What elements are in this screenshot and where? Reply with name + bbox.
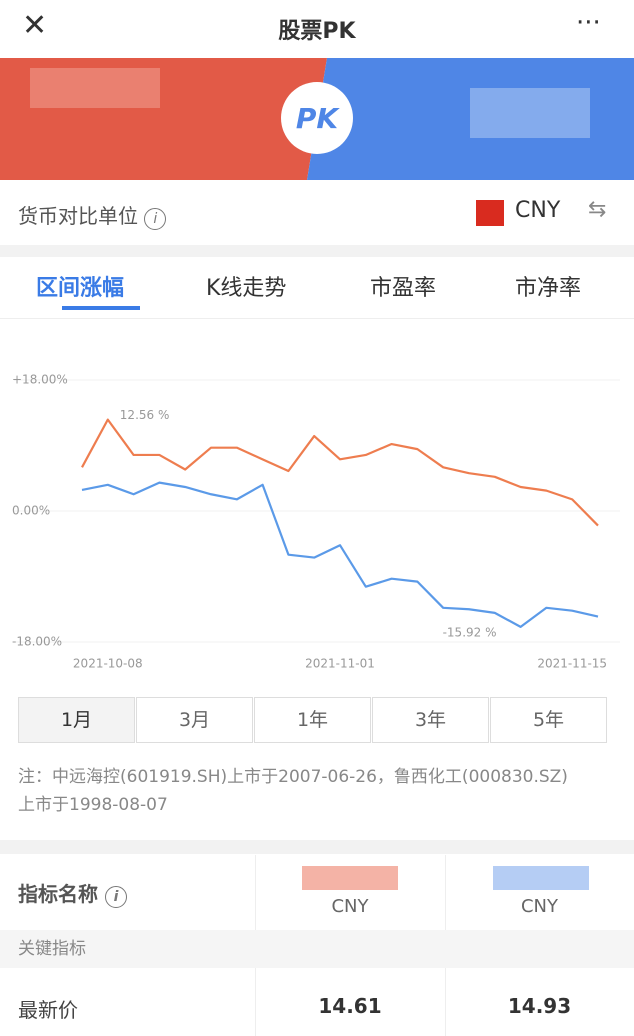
series-line xyxy=(81,481,599,628)
note: 注：中远海控(601919.SH)上市于2007-06-26，鲁西化工(0008… xyxy=(18,767,568,815)
pk-badge: PK xyxy=(296,102,341,135)
tab[interactable]: 区间涨幅 xyxy=(36,276,125,301)
banner: PK xyxy=(0,58,634,180)
period-button[interactable]: 3年 xyxy=(372,697,489,743)
data-label: 12.56 % xyxy=(120,408,170,422)
header-cell: CNY xyxy=(520,896,559,917)
tab[interactable]: K线走势 xyxy=(206,276,287,301)
y-tick-label: -18.00% xyxy=(12,635,62,649)
currency-label: 货币对比单位 i xyxy=(18,200,167,230)
close-button[interactable]: ✕ xyxy=(22,8,48,43)
x-tick-label: 2021-11-15 xyxy=(537,657,607,671)
period-button[interactable]: 3月 xyxy=(136,697,253,743)
period-button[interactable]: 1月 xyxy=(18,697,135,743)
stock-name-blur xyxy=(493,866,589,890)
header: ✕ 股票PK ··· xyxy=(0,0,634,58)
y-tick-label: 0.00% xyxy=(12,504,50,518)
divider xyxy=(0,840,634,854)
row-value: 14.61 xyxy=(318,994,382,1018)
currency-value[interactable]: CNY xyxy=(515,198,561,223)
x-tick-label: 2021-11-01 xyxy=(305,657,375,671)
tab[interactable]: 市净率 xyxy=(515,276,582,301)
period-button[interactable]: 5年 xyxy=(490,697,607,743)
header-cell: 指标名称 xyxy=(18,882,98,906)
tab[interactable]: 市盈率 xyxy=(370,276,437,301)
table-section: 关键指标 xyxy=(0,930,634,968)
x-tick-label: 2021-10-08 xyxy=(73,657,143,671)
divider xyxy=(0,318,634,319)
data-label: -15.92 % xyxy=(443,625,497,639)
row-label: 最新价 xyxy=(18,998,78,1022)
swap-icon[interactable]: ⇆ xyxy=(588,197,607,222)
page-title: 股票PK xyxy=(278,19,356,44)
y-tick-label: +18.00% xyxy=(12,373,68,387)
header-cell: CNY xyxy=(331,896,369,917)
tab-underline xyxy=(62,306,140,310)
flag xyxy=(476,200,504,226)
stock-name-blur xyxy=(302,866,398,890)
table-header: 指标名称 i xyxy=(18,878,127,908)
divider xyxy=(0,245,634,257)
series-line xyxy=(81,418,599,527)
period-button[interactable]: 1年 xyxy=(254,697,371,743)
chart: +18.00% 0.00% -18.00% 2021-10-08 2021-11-01 2… xyxy=(12,373,620,671)
row-value: 14.93 xyxy=(507,994,572,1018)
more-button[interactable]: ··· xyxy=(576,8,601,38)
currency-label-text: 货币对比单位 xyxy=(18,204,138,228)
